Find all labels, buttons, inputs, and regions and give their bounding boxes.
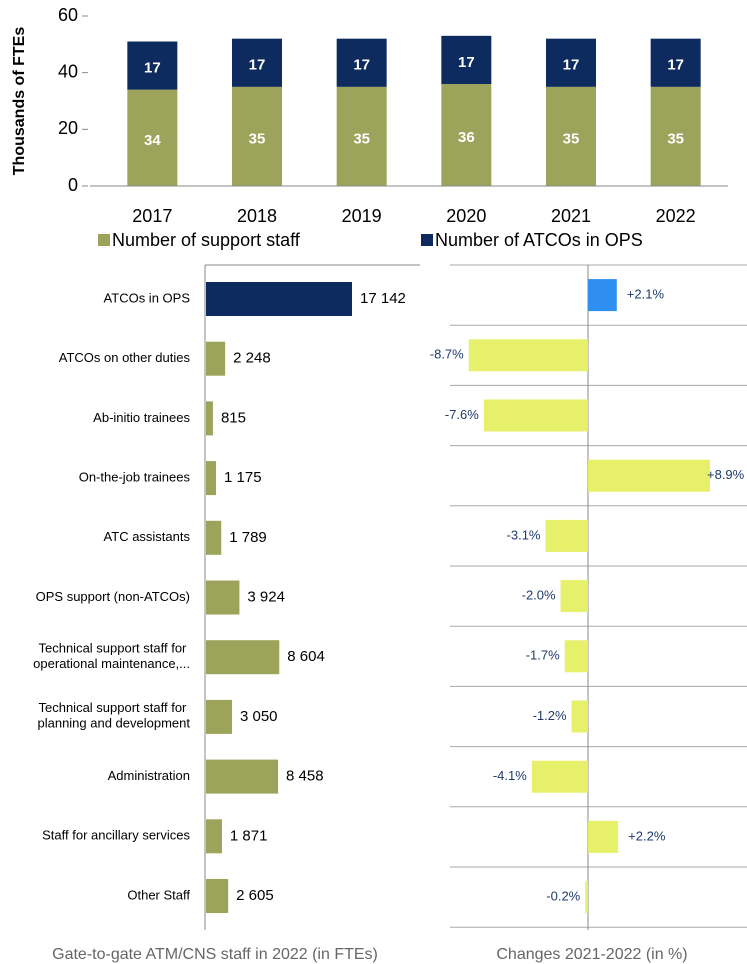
value-label: 17 — [249, 57, 266, 74]
category-label: Other Staff — [127, 887, 190, 902]
value-label: 17 — [144, 60, 161, 77]
value-label: -0.2% — [546, 889, 580, 904]
x-tick-label: 2017 — [132, 206, 172, 226]
bar-segment — [546, 38, 596, 87]
value-label: +2.1% — [627, 287, 665, 302]
category-label: Administration — [108, 768, 190, 783]
y-tick-label: 20 — [58, 118, 78, 138]
bar — [585, 881, 588, 914]
value-label: +8.9% — [707, 467, 745, 482]
value-label: -1.2% — [533, 708, 567, 723]
bar — [206, 759, 279, 794]
category-label: ATCOs in OPS — [104, 290, 191, 305]
value-label: -8.7% — [430, 347, 464, 362]
bar — [588, 279, 617, 312]
value-label: 17 142 — [360, 290, 406, 307]
bar — [206, 819, 222, 854]
chart-title: Gate-to-gate ATM/CNS staff in 2022 (in F… — [52, 946, 378, 963]
bar — [206, 699, 232, 734]
category-label: ATC assistants — [104, 529, 191, 544]
value-label: -7.6% — [445, 407, 479, 422]
value-label: -4.1% — [493, 768, 527, 783]
x-tick-label: 2021 — [551, 206, 591, 226]
bar — [545, 519, 588, 552]
category-label: Ab-initio trainees — [93, 410, 190, 425]
value-label: 2 605 — [236, 887, 274, 904]
value-label: 17 — [353, 57, 370, 74]
bar-segment — [441, 35, 492, 84]
bar-segment — [232, 38, 282, 87]
value-label: 1 871 — [230, 827, 268, 844]
value-label: 34 — [144, 132, 161, 149]
value-label: 17 — [563, 57, 580, 74]
value-label: -3.1% — [507, 527, 541, 542]
value-label: 35 — [667, 130, 684, 147]
category-label: Technical support staff for operational … — [33, 641, 190, 672]
category-label: Staff for ancillary services — [42, 828, 190, 843]
value-label: 35 — [353, 130, 370, 147]
bar — [206, 341, 226, 376]
value-label: 36 — [458, 129, 475, 146]
bar-segment — [546, 86, 596, 186]
bar-segment — [441, 84, 492, 186]
bar — [206, 580, 240, 615]
value-label: 3 050 — [240, 708, 278, 725]
bar — [206, 520, 222, 555]
bar — [588, 820, 619, 853]
category-label: ATCOs on other duties — [59, 350, 191, 365]
x-tick-label: 2020 — [446, 206, 486, 226]
x-tick-label: 2022 — [656, 206, 696, 226]
value-label: 3 924 — [247, 588, 285, 605]
value-label: 8 458 — [286, 768, 324, 785]
value-label: +2.2% — [628, 828, 666, 843]
bar — [206, 282, 352, 316]
y-axis-label: Thousands of FTEs — [11, 27, 28, 176]
bar — [206, 879, 229, 913]
value-label: 17 — [667, 57, 684, 74]
value-label: 8 604 — [287, 648, 325, 665]
value-label: 35 — [563, 130, 580, 147]
value-label: -2.0% — [522, 588, 556, 603]
value-label: 2 248 — [233, 350, 271, 367]
legend-swatch — [421, 234, 433, 246]
bar-segment — [650, 38, 701, 87]
bar — [468, 339, 588, 372]
category-label: Technical support staff for planning and… — [37, 701, 190, 732]
legend-label: Number of support staff — [112, 230, 301, 250]
value-label: 35 — [249, 130, 266, 147]
bar-segment — [336, 86, 387, 186]
bar-segment — [336, 38, 387, 87]
x-tick-label: 2018 — [237, 206, 277, 226]
bar-segment — [232, 86, 282, 186]
x-tick-label: 2019 — [342, 206, 382, 226]
legend-swatch — [98, 234, 110, 246]
bar — [564, 640, 588, 673]
value-label: 17 — [458, 54, 475, 71]
value-label: 1 789 — [229, 529, 267, 546]
bar — [483, 399, 588, 432]
bar-segment — [127, 89, 178, 186]
y-tick-label: 0 — [68, 175, 78, 195]
value-label: -1.7% — [526, 648, 560, 663]
bar — [588, 459, 710, 492]
value-label: 1 175 — [224, 469, 262, 486]
value-label: 815 — [221, 409, 246, 426]
bar-segment — [650, 86, 701, 186]
bar — [531, 760, 588, 793]
bar — [560, 580, 588, 613]
bar — [206, 401, 213, 436]
y-tick-label: 40 — [58, 61, 78, 81]
bar — [206, 640, 280, 675]
bar — [571, 700, 588, 733]
chart-title: Changes 2021-2022 (in %) — [496, 946, 687, 963]
bar-segment — [127, 41, 178, 90]
category-label: On-the-job trainees — [79, 470, 191, 485]
legend-label: Number of ATCOs in OPS — [435, 230, 643, 250]
category-label: OPS support (non-ATCOs) — [36, 589, 190, 604]
bar — [206, 461, 217, 496]
y-tick-label: 60 — [58, 5, 78, 25]
